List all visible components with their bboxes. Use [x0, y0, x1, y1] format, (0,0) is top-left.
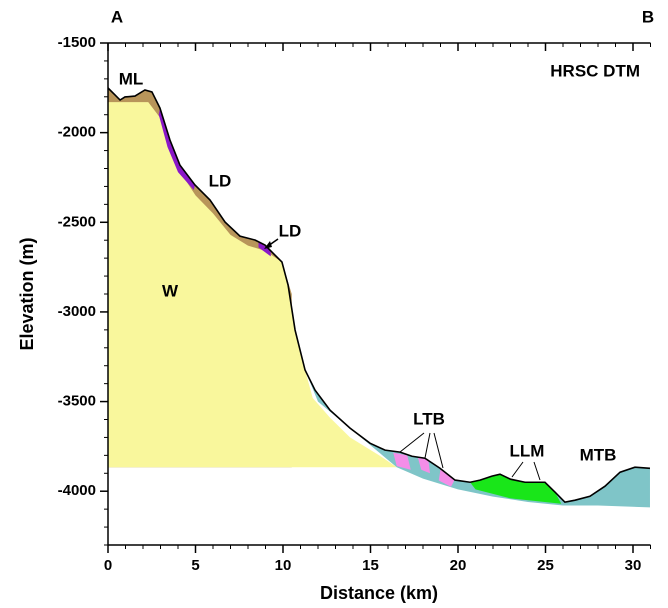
rock-unit [470, 474, 562, 504]
y-tick-label: -1500 [58, 34, 96, 51]
y-tick-label: -3000 [58, 303, 96, 320]
unit-label: LTB [413, 409, 445, 428]
unit-label: LLM [510, 441, 545, 460]
y-tick-label: -2500 [58, 213, 96, 230]
leader-line [399, 432, 425, 453]
units [108, 88, 650, 508]
leader-line [511, 461, 524, 478]
rock-unit [305, 370, 650, 508]
corner-label: B [642, 7, 654, 26]
x-axis-label: Distance (km) [320, 583, 438, 603]
elevation-profile [107, 87, 651, 504]
x-tick-label: 20 [450, 557, 467, 574]
y-tick-label: -4000 [58, 482, 96, 499]
x-tick-label: 15 [362, 557, 379, 574]
x-tick-label: 30 [625, 557, 642, 574]
dataset-label: HRSC DTM [550, 61, 640, 80]
rock-unit [438, 469, 455, 487]
unit-label: LD [279, 221, 302, 240]
unit-label: LD [209, 171, 232, 190]
leader-line [433, 432, 444, 469]
rock-unit [108, 102, 397, 468]
unit-label: MTB [580, 445, 617, 464]
leader-line [533, 461, 541, 481]
x-tick-label: 25 [537, 557, 554, 574]
foreground [107, 87, 651, 504]
leader-line [424, 432, 431, 459]
y-axis-label: Elevation (m) [17, 237, 37, 350]
y-tick-label: -3500 [58, 393, 96, 410]
y-tick-label: -2000 [58, 124, 96, 141]
unit-label: W [162, 281, 179, 300]
rock-unit [258, 242, 271, 257]
x-tick-label: 0 [104, 557, 112, 574]
x-tick-label: 5 [191, 557, 199, 574]
rock-unit [417, 457, 430, 474]
x-tick-label: 10 [275, 557, 292, 574]
unit-label: ML [119, 69, 144, 88]
rock-unit [393, 452, 411, 470]
corner-label: A [111, 7, 123, 26]
